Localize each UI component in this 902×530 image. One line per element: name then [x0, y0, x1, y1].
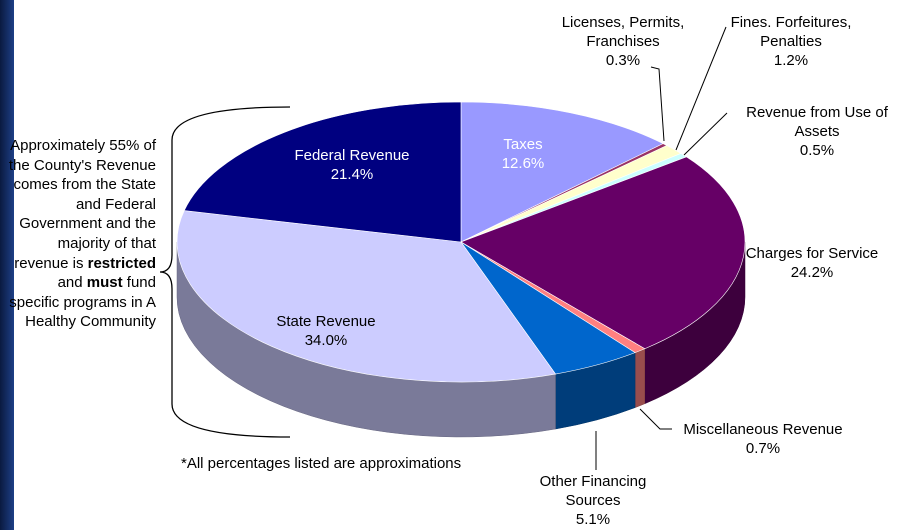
slice-label: State Revenue 34.0% — [256, 312, 396, 350]
slice-label: Revenue from Use of Assets 0.5% — [732, 103, 902, 160]
bracket — [159, 106, 291, 438]
leader-line — [675, 26, 727, 151]
slice-label: Taxes 12.6% — [463, 135, 583, 173]
slice-label: Fines. Forfeitures, Penalties 1.2% — [716, 13, 866, 70]
slice-label: Federal Revenue 21.4% — [277, 146, 427, 184]
value-label: 0.5% — [799, 142, 835, 159]
annotation-part: fund specific programs in A Healthy Comm… — [9, 274, 156, 331]
category-label: Other Financing Sources — [539, 473, 647, 509]
annotation-part: and — [57, 274, 87, 292]
annotation-part: Approximately 55% of the County's Revenu… — [8, 137, 156, 272]
value-label: 5.1% — [575, 511, 611, 528]
leader-line — [639, 408, 672, 430]
category-label: Charges for Service — [745, 245, 879, 262]
annotation: Approximately 55% of the County's Revenu… — [4, 136, 156, 332]
side-strip — [0, 0, 14, 530]
footnote: *All percentages listed are approximatio… — [181, 455, 462, 472]
value-label: 1.2% — [773, 52, 809, 69]
slice — [460, 156, 746, 350]
category-label: Federal Revenue — [294, 147, 410, 164]
value-label: 0.7% — [745, 440, 781, 457]
category-label: Fines. Forfeitures, Penalties — [730, 14, 852, 50]
slice-side — [634, 348, 646, 408]
value-label: 34.0% — [304, 332, 348, 349]
category-label: State Revenue — [276, 313, 376, 330]
slice — [176, 210, 557, 383]
slice — [183, 101, 462, 243]
slice-label: Other Financing Sources 5.1% — [528, 472, 658, 529]
leader-line — [683, 112, 728, 156]
annotation-part: restricted — [87, 254, 156, 272]
category-label: Taxes — [503, 136, 543, 153]
category-label: Miscellaneous Revenue — [683, 421, 843, 438]
value-label: 21.4% — [330, 166, 374, 183]
leader-line — [650, 66, 665, 142]
slice-label: Licenses, Permits, Franchises 0.3% — [548, 13, 698, 70]
value-label: 12.6% — [501, 155, 545, 172]
value-label: 24.2% — [790, 264, 834, 281]
slice-label: Charges for Service 24.2% — [722, 244, 902, 282]
category-label: Licenses, Permits, Franchises — [561, 14, 685, 50]
value-label: 0.3% — [605, 52, 641, 69]
category-label: Revenue from Use of Assets — [746, 104, 888, 140]
slice — [460, 101, 664, 243]
annotation-part: must — [86, 274, 123, 292]
slice-label: Miscellaneous Revenue 0.7% — [663, 420, 863, 458]
